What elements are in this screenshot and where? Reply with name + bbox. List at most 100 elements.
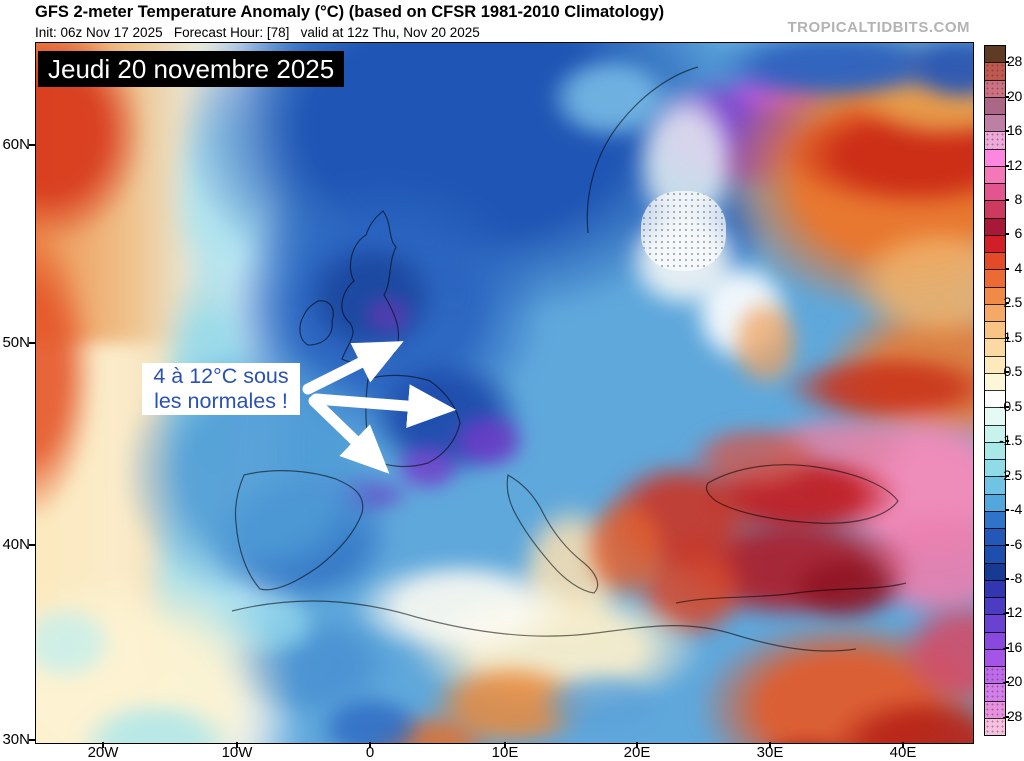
- colorbar-segment: [985, 545, 1005, 563]
- colorbar-tick-label: -2.5: [999, 466, 1022, 483]
- colorbar-tick-label: 16: [1007, 122, 1022, 139]
- colorbar-tick-label: -28: [1002, 707, 1023, 724]
- colorbar-segment: [985, 700, 1005, 718]
- colorbar-segment: [985, 493, 1005, 511]
- colorbar-segment: [985, 390, 1005, 408]
- lon-tick: [102, 742, 104, 748]
- colorbar-tick: [1005, 474, 1009, 477]
- annotation-box: 4 à 12°C sous les normales !: [142, 363, 300, 415]
- colorbar-tick: [1005, 646, 1009, 649]
- colorbar-segment: [985, 269, 1005, 287]
- colorbar-tick-label: 8: [1014, 191, 1023, 208]
- colorbar-tick: [1005, 267, 1009, 270]
- colorbar-tick: [1005, 95, 1009, 98]
- colorbar-tick-label: -4: [1010, 501, 1022, 518]
- colorbar-tick: [1005, 130, 1009, 133]
- lat-label: 40N: [2, 536, 30, 553]
- colorbar-segment: [985, 597, 1005, 615]
- lon-label: 0: [365, 744, 375, 761]
- colorbar-segment: [985, 131, 1005, 149]
- colorbar-tick: [1005, 199, 1009, 202]
- lon-tick: [902, 742, 904, 748]
- colorbar-segment: [985, 441, 1005, 459]
- colorbar-tick-label: 1.5: [1003, 328, 1022, 345]
- colorbar-segment: [985, 459, 1005, 477]
- colorbar-segment: [985, 286, 1005, 304]
- colorbar-segment: [985, 165, 1005, 183]
- annotation-line1: 4 à 12°C sous: [153, 364, 289, 388]
- colorbar-tick: [1005, 715, 1009, 718]
- colorbar-tick: [1005, 405, 1009, 408]
- forecast-init-subtitle: Init: 06z Nov 17 2025 Forecast Hour: [78…: [35, 25, 480, 40]
- annotation-line2: les normales !: [154, 389, 288, 413]
- colorbar-segment: [985, 183, 1005, 201]
- colorbar-tick-label: -6: [1010, 535, 1022, 552]
- colorbar-tick: [1005, 233, 1009, 236]
- colorbar-segment: [985, 148, 1005, 166]
- colorbar-tick-label: -8: [1010, 569, 1022, 586]
- colorbar-tick-label: -20: [1002, 673, 1023, 690]
- lat-label: 50N: [2, 334, 30, 351]
- colorbar-tick-label: 2.5: [1003, 294, 1022, 311]
- colorbar-segment: [985, 96, 1005, 114]
- lon-tick: [236, 742, 238, 748]
- watermark: TROPICALTIDBITS.COM: [787, 19, 970, 36]
- colorbar-segment: [985, 614, 1005, 632]
- colorbar-segment: [985, 510, 1005, 528]
- colorbar-segment: [985, 372, 1005, 390]
- colorbar-segment: [985, 717, 1005, 735]
- lat-label: 30N: [2, 731, 30, 748]
- colorbar-segment: [985, 666, 1005, 684]
- colorbar-segment: [985, 252, 1005, 270]
- colorbar-segment: [985, 355, 1005, 373]
- colorbar-tick: [1005, 302, 1009, 305]
- colorbar-tick: [1005, 681, 1009, 684]
- colorbar-tick: [1005, 371, 1009, 374]
- colorbar-tick-label: 28: [1007, 53, 1022, 70]
- colorbar-segment: [985, 528, 1005, 546]
- map-canvas: Jeudi 20 novembre 2025 4 à 12°C sous les…: [35, 42, 974, 744]
- colorbar-segment: [985, 562, 1005, 580]
- colorbar-segment: [985, 476, 1005, 494]
- colorbar-segment: [985, 683, 1005, 701]
- colorbar-segment: [985, 407, 1005, 425]
- colorbar-tick: [1005, 577, 1009, 580]
- colorbar-tick-label: 4: [1014, 259, 1023, 276]
- colorbar-tick-label: -0.5: [999, 397, 1022, 414]
- colorbar-segment: [985, 79, 1005, 97]
- lat-tick: [29, 739, 36, 741]
- lat-tick: [29, 544, 36, 546]
- colorbar-tick-label: -16: [1002, 638, 1023, 655]
- lat-tick: [29, 342, 36, 344]
- colorbar-tick-label: 0.5: [1003, 363, 1022, 380]
- colorbar-tick-label: 20: [1007, 87, 1022, 104]
- colorbar-tick-label: 12: [1007, 156, 1022, 173]
- colorbar-segment: [985, 321, 1005, 339]
- lon-tick: [769, 742, 771, 748]
- colorbar-segment: [985, 62, 1005, 80]
- page-title: GFS 2-meter Temperature Anomaly (°C) (ba…: [35, 3, 665, 21]
- colorbar-tick: [1005, 543, 1009, 546]
- colorbar-segment: [985, 303, 1005, 321]
- colorbar-tick: [1005, 612, 1009, 615]
- annotation-arrows: [302, 341, 457, 474]
- colorbar-tick-label: -1.5: [999, 432, 1022, 449]
- lon-tick: [369, 742, 371, 748]
- colorbar-segment: [985, 579, 1005, 597]
- colorbar-tick: [1005, 164, 1009, 167]
- colorbar-tick: [1005, 61, 1009, 64]
- lat-label: 60N: [2, 136, 30, 153]
- colorbar-segment: [985, 424, 1005, 442]
- lon-tick: [636, 742, 638, 748]
- colorbar-segment: [985, 217, 1005, 235]
- colorbar-segment: [985, 234, 1005, 252]
- colorbar-tick: [1005, 440, 1009, 443]
- date-label: Jeudi 20 novembre 2025: [38, 51, 345, 87]
- colorbar-segment: [985, 631, 1005, 649]
- colorbar-tick-label: 6: [1014, 225, 1023, 242]
- colorbar-segment: [985, 46, 1005, 63]
- colorbar-segment: [985, 338, 1005, 356]
- colorbar-segment: [985, 114, 1005, 132]
- colorbar-tick: [1005, 336, 1009, 339]
- colorbar-segment: [985, 648, 1005, 666]
